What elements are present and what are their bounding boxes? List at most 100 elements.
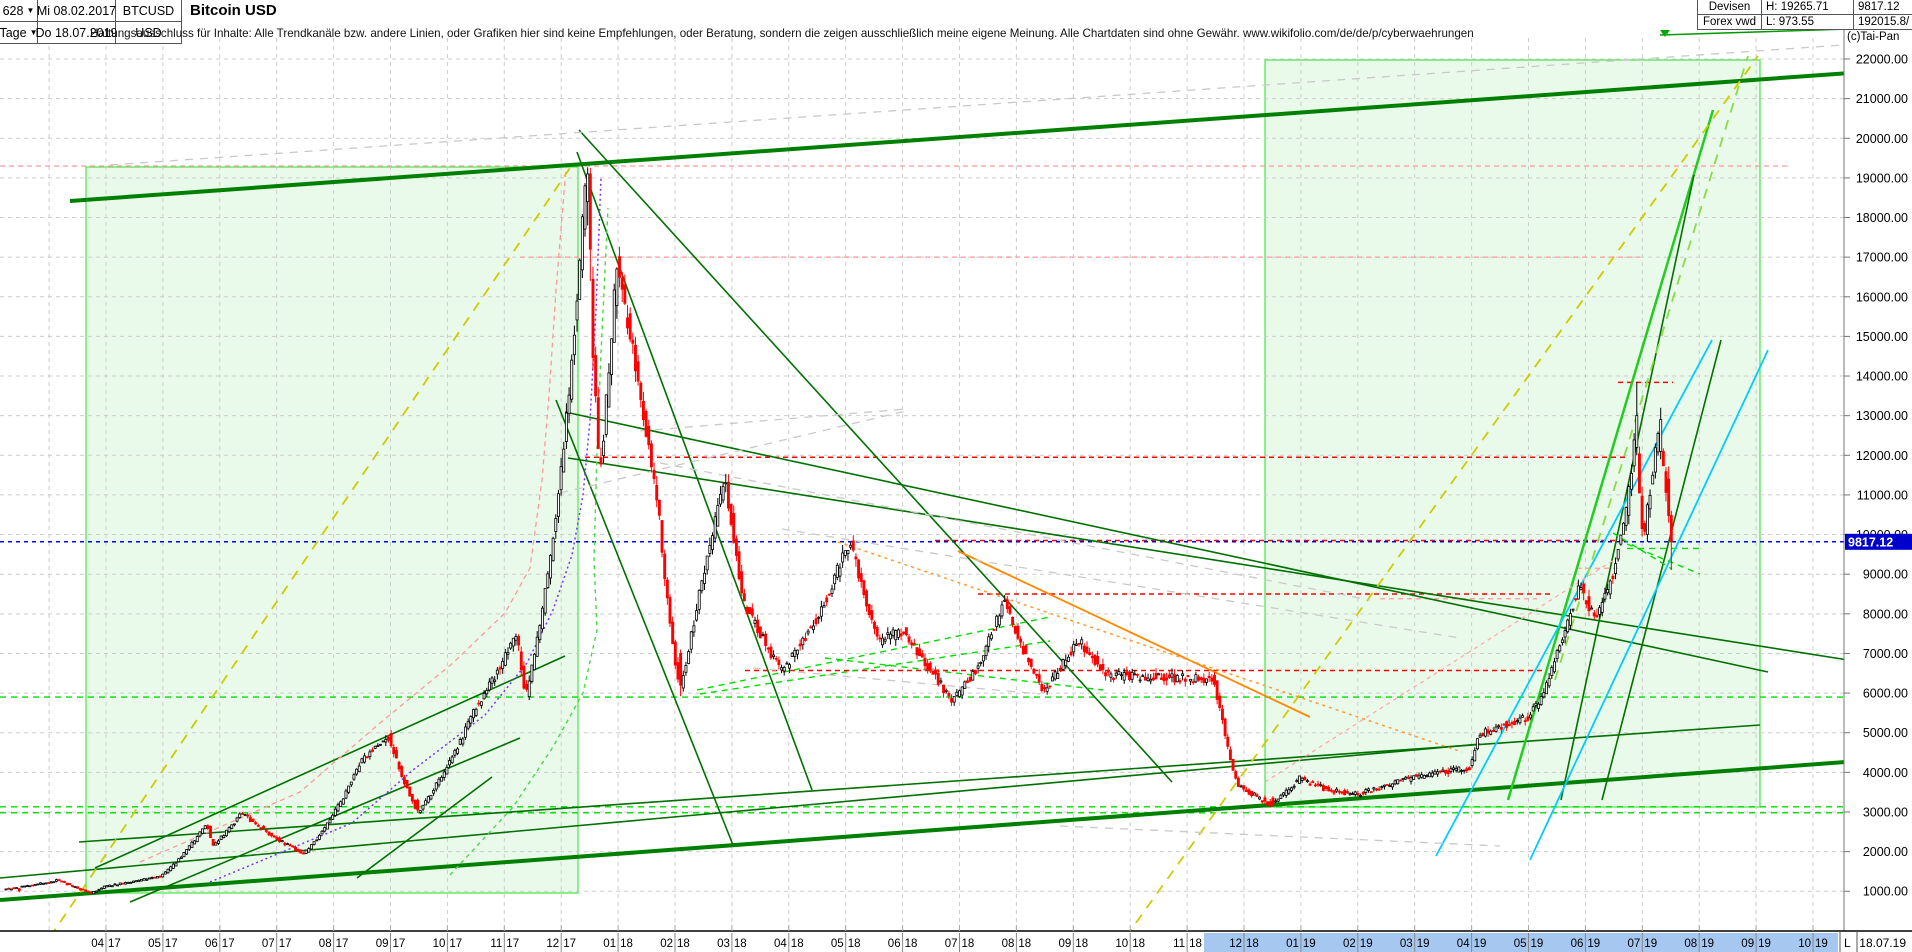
last-price-cell: 9817.12 (1854, 0, 1912, 15)
svg-text:18: 18 (1018, 938, 1031, 950)
svg-text:08: 08 (1684, 938, 1697, 950)
last-bar-marker: L (1844, 936, 1851, 950)
disclaimer-text: Haftungsausschluss für Inhalte: Alle Tre… (90, 27, 1474, 40)
svg-text:16000.00: 16000.00 (1856, 290, 1908, 304)
svg-text:11: 11 (490, 938, 502, 950)
svg-text:09: 09 (376, 938, 389, 950)
svg-text:10: 10 (1798, 938, 1811, 950)
svg-text:11000.00: 11000.00 (1857, 488, 1908, 502)
svg-text:18: 18 (1189, 938, 1202, 950)
svg-text:2000.00: 2000.00 (1863, 845, 1908, 859)
svg-text:22000.00: 22000.00 (1856, 53, 1908, 67)
svg-text:01: 01 (603, 938, 616, 950)
svg-text:02: 02 (660, 938, 673, 950)
svg-text:07: 07 (945, 938, 958, 950)
svg-text:19: 19 (1474, 938, 1487, 950)
svg-text:08: 08 (1002, 938, 1015, 950)
svg-text:14000.00: 14000.00 (1856, 370, 1908, 384)
svg-text:18: 18 (677, 938, 690, 950)
svg-text:17: 17 (563, 938, 576, 950)
svg-text:18: 18 (620, 938, 633, 950)
svg-text:18: 18 (791, 938, 804, 950)
svg-text:19: 19 (1531, 938, 1544, 950)
svg-text:10: 10 (433, 938, 446, 950)
svg-text:19: 19 (1360, 938, 1373, 950)
svg-text:4000.00: 4000.00 (1863, 766, 1908, 780)
date-to-field[interactable]: Do 18.07.2019 (36, 22, 118, 44)
svg-text:9817.12: 9817.12 (1848, 535, 1893, 549)
volume-cell: 192015.8/ (1854, 15, 1912, 30)
svg-text:19: 19 (1587, 938, 1600, 950)
svg-text:18: 18 (1132, 938, 1145, 950)
svg-text:17: 17 (336, 938, 349, 950)
svg-text:07: 07 (1628, 938, 1641, 950)
svg-text:8000.00: 8000.00 (1863, 607, 1908, 621)
currency: USD (135, 25, 162, 40)
svg-text:19: 19 (1644, 938, 1657, 950)
price-axis[interactable]: 22000.00 21000.00 20000.00 19000.00 18000.00… (1843, 30, 1912, 931)
svg-text:17: 17 (165, 938, 178, 950)
svg-text:06: 06 (888, 938, 901, 950)
svg-text:17: 17 (279, 938, 292, 950)
symbol-cell: BTCUSD (116, 0, 182, 22)
svg-text:17: 17 (506, 938, 519, 950)
time-axis[interactable]: 04 17 05 17 06 17 07 17 08 17 09 17 10 17 11 17 12 17 01 18… (0, 925, 1912, 952)
trend-bands (85, 59, 1761, 894)
high-value: H: 19265.71 (1762, 0, 1854, 15)
gridlines (0, 38, 1844, 930)
category-cell: Devisen (1697, 0, 1762, 15)
svg-text:20000.00: 20000.00 (1856, 132, 1908, 146)
svg-text:06: 06 (1571, 938, 1584, 950)
svg-text:18: 18 (1246, 938, 1259, 950)
date-from-field[interactable]: Mi 08.02.2017 (36, 0, 117, 22)
svg-text:06: 06 (205, 938, 218, 950)
svg-text:07: 07 (262, 938, 275, 950)
date-from: Mi 08.02.2017 (36, 3, 117, 18)
latest-bar-arrow-icon (1660, 30, 1670, 37)
svg-text:19: 19 (1417, 938, 1430, 950)
svg-text:1000.00: 1000.00 (1863, 885, 1908, 899)
svg-text:6000.00: 6000.00 (1863, 687, 1908, 701)
svg-text:01: 01 (1286, 938, 1299, 950)
symbol: BTCUSD (122, 3, 175, 18)
svg-text:19: 19 (1815, 938, 1828, 950)
svg-text:04: 04 (774, 938, 787, 950)
svg-text:15000.00: 15000.00 (1856, 330, 1908, 344)
svg-text:19: 19 (1758, 938, 1771, 950)
trend-curves (139, 167, 609, 883)
svg-text:02: 02 (1343, 938, 1356, 950)
svg-text:18: 18 (848, 938, 861, 950)
svg-text:12000.00: 12000.00 (1856, 449, 1908, 463)
highlight-range (1204, 933, 1838, 952)
svg-text:04: 04 (91, 938, 104, 950)
svg-text:19000.00: 19000.00 (1856, 171, 1908, 185)
svg-text:17: 17 (449, 938, 462, 950)
candles (4, 167, 1673, 895)
chevron-down-icon: ▼ (29, 28, 38, 37)
svg-text:05: 05 (148, 938, 161, 950)
period-dropdown[interactable]: Tage ▼ (0, 22, 38, 44)
page-title: Bitcoin USD (190, 2, 277, 19)
svg-text:17: 17 (108, 938, 121, 950)
svg-text:17000.00: 17000.00 (1856, 251, 1908, 265)
svg-text:5000.00: 5000.00 (1863, 726, 1908, 740)
svg-text:05: 05 (1514, 938, 1527, 950)
copyright-label: (c)Tai-Pan (1847, 31, 1900, 43)
source-cell: Forex vwd (1697, 15, 1762, 30)
svg-text:09: 09 (1059, 938, 1072, 950)
svg-text:10: 10 (1115, 938, 1128, 950)
low-value: L: 973.55 (1762, 15, 1854, 30)
bar-count-dropdown[interactable]: 628 ▼ (0, 0, 38, 22)
svg-text:13000.00: 13000.00 (1856, 409, 1908, 423)
trend-lines (0, 26, 1912, 952)
bar-count: 628 (2, 3, 24, 18)
svg-text:05: 05 (831, 938, 844, 950)
svg-text:7000.00: 7000.00 (1863, 647, 1908, 661)
currency-cell: USD (116, 22, 182, 44)
svg-text:12: 12 (1229, 938, 1242, 950)
svg-text:3000.00: 3000.00 (1863, 805, 1908, 819)
svg-text:11: 11 (1173, 938, 1185, 950)
svg-text:18000.00: 18000.00 (1856, 211, 1908, 225)
